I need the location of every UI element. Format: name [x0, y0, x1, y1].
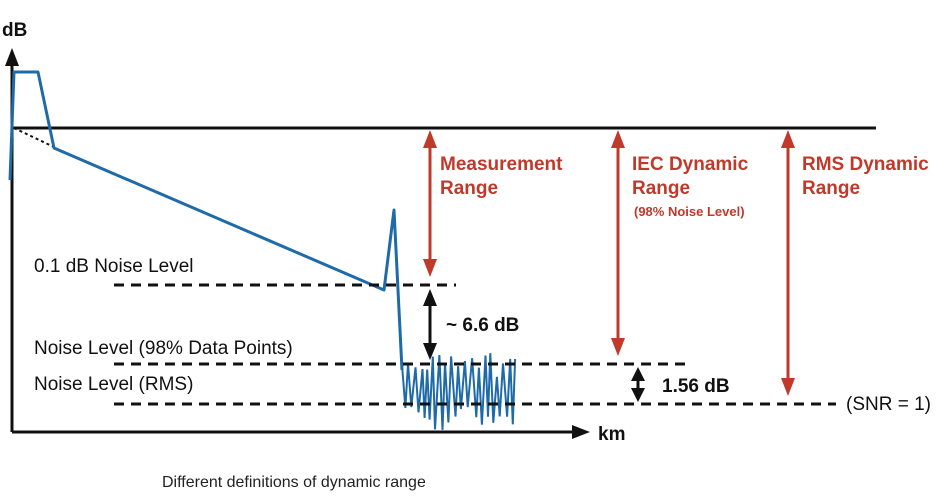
otdr-trace	[8, 70, 404, 371]
rms-dynamic-range-label-1: RMS Dynamic	[802, 154, 929, 175]
y-axis-label: dB	[2, 20, 27, 41]
noise-rms-label: Noise Level (RMS)	[34, 374, 193, 395]
delta-66-label: ~ 6.6 dB	[446, 315, 519, 336]
noise-01db-label: 0.1 dB Noise Level	[34, 256, 194, 277]
delta-66-arrow	[423, 289, 437, 360]
delta-156-arrow	[631, 367, 645, 402]
measurement-range-label-1: Measurement	[440, 154, 563, 175]
x-axis-label: km	[598, 424, 625, 445]
x-axis-arrowhead	[572, 425, 590, 439]
noise-trace	[401, 353, 517, 430]
iec-note: (98% Noise Level)	[634, 204, 745, 219]
rms-dynamic-range-label-2: Range	[802, 178, 860, 199]
y-axis-arrowhead	[5, 48, 19, 66]
noise-98-label: Noise Level (98% Data Points)	[34, 338, 293, 359]
iec-dynamic-range-arrow	[611, 130, 625, 356]
snr-label: (SNR = 1)	[846, 394, 931, 415]
backscatter-extrapolation	[13, 127, 57, 149]
measurement-range-label-2: Range	[440, 178, 498, 199]
rms-dynamic-range-arrow	[781, 130, 795, 396]
measurement-range-arrow	[423, 130, 437, 277]
delta-156-label: 1.56 dB	[662, 376, 730, 397]
figure-caption: Different definitions of dynamic range	[162, 474, 426, 491]
iec-dynamic-range-label-1: IEC Dynamic	[632, 154, 749, 175]
iec-dynamic-range-label-2: Range	[632, 178, 690, 199]
